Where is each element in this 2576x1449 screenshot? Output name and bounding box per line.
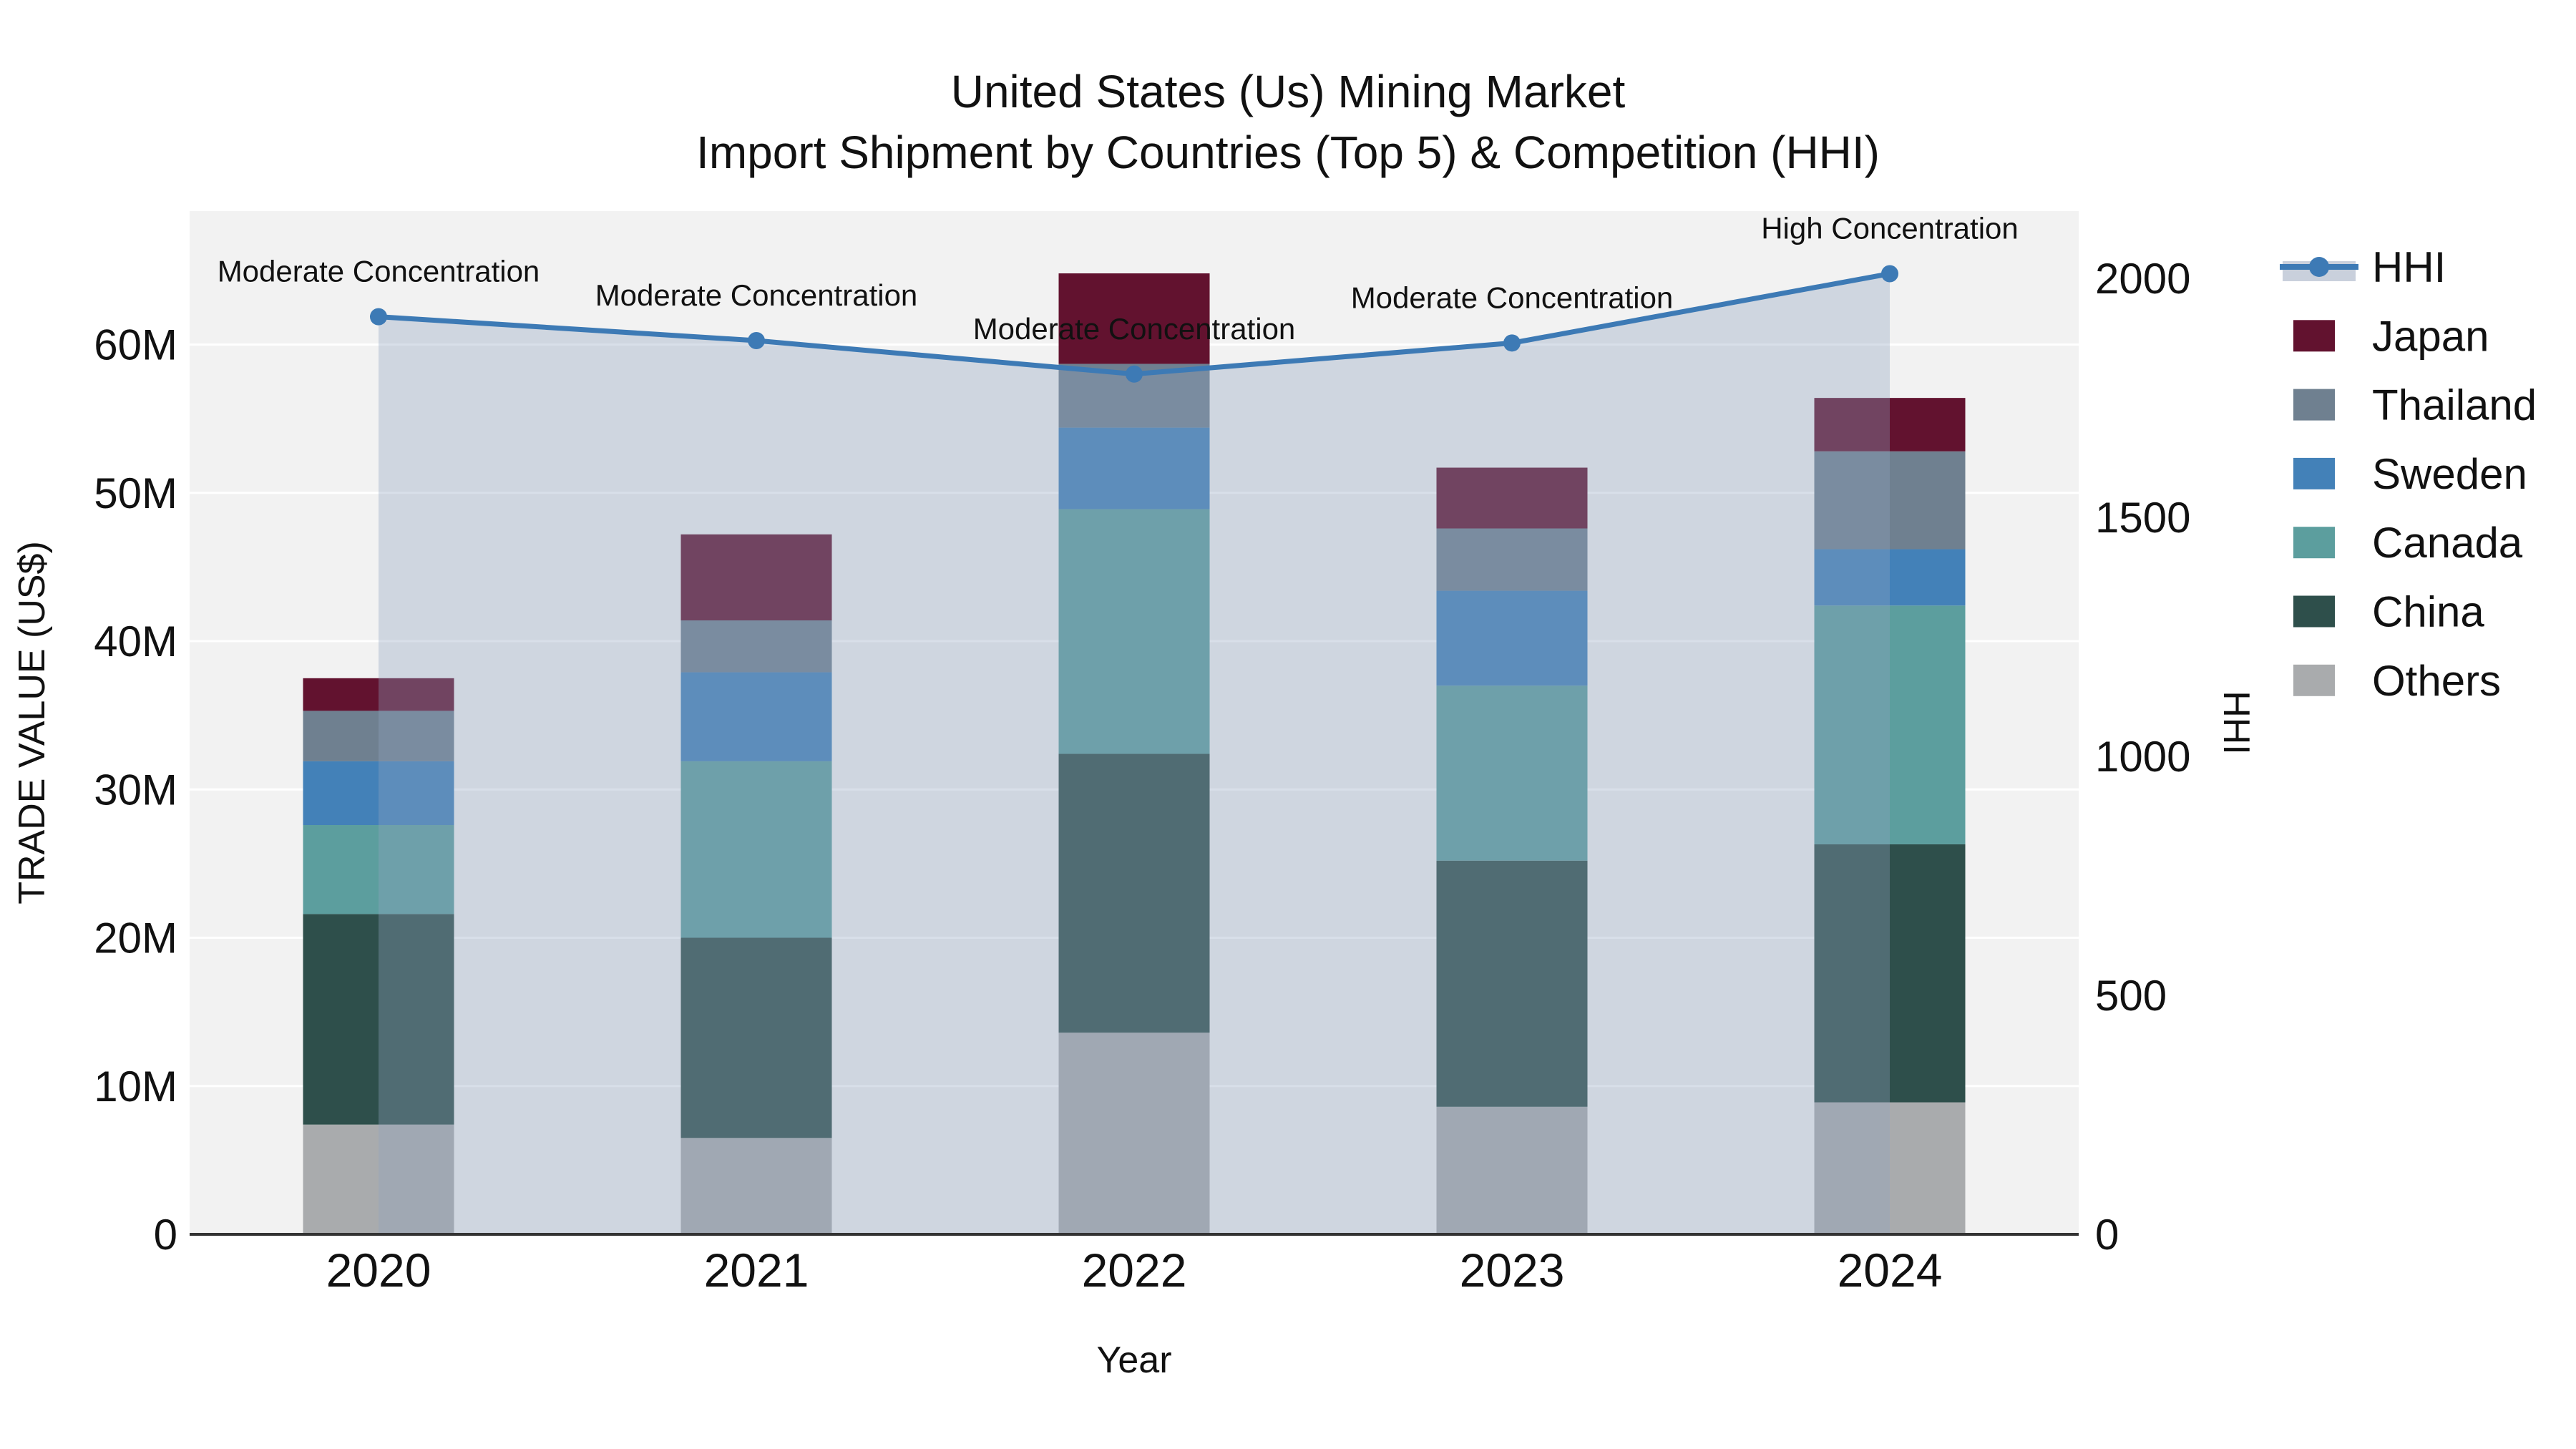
x-axis-title: Year bbox=[1096, 1340, 1171, 1381]
legend-hhi-marker bbox=[2309, 257, 2329, 277]
left-tick-label-40M: 40M bbox=[94, 618, 177, 665]
legend-item-china: China bbox=[2293, 588, 2484, 636]
legend-label-others: Others bbox=[2372, 657, 2501, 705]
legend-swatch-china bbox=[2293, 595, 2335, 628]
legend-label-china: China bbox=[2372, 588, 2484, 636]
bar-segment-thailand-2020 bbox=[303, 711, 454, 761]
bar-segment-china-2022 bbox=[1058, 753, 1210, 1033]
bar-segment-japan-2020 bbox=[303, 678, 454, 711]
bar-segment-others-2023 bbox=[1436, 1106, 1588, 1234]
left-tick-label-50M: 50M bbox=[94, 469, 177, 517]
left-tick-label-0: 0 bbox=[154, 1211, 177, 1259]
chart-title-line1: United States (Us) Mining Market bbox=[951, 66, 1626, 117]
bar-segment-china-2021 bbox=[680, 937, 832, 1138]
left-tick-label-10M: 10M bbox=[94, 1063, 177, 1111]
right-axis-title: HHI bbox=[2215, 691, 2257, 755]
legend-label-japan: Japan bbox=[2372, 312, 2489, 360]
left-axis-title: TRADE VALUE (US$) bbox=[11, 541, 53, 904]
right-tick-label-500: 500 bbox=[2095, 972, 2167, 1020]
right-tick-label-2000: 2000 bbox=[2095, 255, 2190, 303]
right-tick-label-1500: 1500 bbox=[2095, 494, 2190, 542]
legend: HHI Japan Thailand Sweden Canada China Others bbox=[2280, 243, 2537, 705]
legend-swatch-japan bbox=[2293, 320, 2335, 352]
bar-segment-others-2022 bbox=[1058, 1033, 1210, 1234]
bar-segment-others-2024 bbox=[1814, 1102, 1966, 1234]
bar-segment-china-2024 bbox=[1814, 844, 1966, 1103]
hhi-marker-2020 bbox=[370, 308, 387, 326]
hhi-area-fill bbox=[379, 273, 1890, 1235]
left-tick-label-30M: 30M bbox=[94, 766, 177, 814]
annotation-2023: Moderate Concentration bbox=[1351, 280, 1674, 314]
legend-label-thailand: Thailand bbox=[2372, 381, 2537, 429]
bar-segment-china-2023 bbox=[1436, 860, 1588, 1107]
hhi-marker-2022 bbox=[1126, 365, 1143, 383]
bar-segment-canada-2021 bbox=[680, 761, 832, 938]
bar-segment-canada-2020 bbox=[303, 825, 454, 914]
hhi-marker-2023 bbox=[1503, 334, 1521, 352]
annotation-2020: Moderate Concentration bbox=[218, 255, 540, 288]
legend-swatch-others bbox=[2293, 664, 2335, 696]
bar-segment-china-2020 bbox=[303, 914, 454, 1125]
bar-segment-canada-2023 bbox=[1436, 686, 1588, 861]
legend-label-sweden: Sweden bbox=[2372, 450, 2527, 498]
annotation-2024: High Concentration bbox=[1761, 211, 2019, 245]
legend-item-sweden: Sweden bbox=[2293, 450, 2527, 498]
legend-swatch-canada bbox=[2293, 527, 2335, 559]
bar-segment-japan-2024 bbox=[1814, 398, 1966, 452]
bar-segment-others-2021 bbox=[680, 1138, 832, 1234]
legend-item-hhi: HHI bbox=[2280, 243, 2446, 291]
x-tick-label-2020: 2020 bbox=[326, 1244, 431, 1297]
hhi-marker-2024 bbox=[1881, 265, 1898, 283]
bar-segment-others-2020 bbox=[303, 1124, 454, 1234]
bar-segment-japan-2022 bbox=[1058, 273, 1210, 364]
x-tick-label-2023: 2023 bbox=[1460, 1244, 1565, 1297]
x-tick-label-2021: 2021 bbox=[704, 1244, 809, 1297]
left-tick-label-60M: 60M bbox=[94, 321, 177, 369]
chart-title-line2: Import Shipment by Countries (Top 5) & C… bbox=[696, 127, 1880, 178]
legend-item-japan: Japan bbox=[2293, 312, 2489, 360]
x-tick-label-2024: 2024 bbox=[1838, 1244, 1943, 1297]
bar-segment-thailand-2024 bbox=[1814, 451, 1966, 550]
bar-segment-thailand-2021 bbox=[680, 620, 832, 673]
right-tick-label-0: 0 bbox=[2095, 1211, 2119, 1259]
bar-segment-japan-2021 bbox=[680, 534, 832, 620]
legend-swatch-sweden bbox=[2293, 457, 2335, 489]
x-tick-label-2022: 2022 bbox=[1082, 1244, 1187, 1297]
bar-segment-canada-2024 bbox=[1814, 605, 1966, 844]
annotation-2021: Moderate Concentration bbox=[595, 278, 918, 312]
bar-segment-canada-2022 bbox=[1058, 509, 1210, 754]
legend-item-others: Others bbox=[2293, 657, 2501, 705]
bar-segment-japan-2023 bbox=[1436, 467, 1588, 529]
legend-label-hhi: HHI bbox=[2372, 243, 2446, 291]
hhi-marker-2021 bbox=[748, 332, 765, 350]
bar-segment-sweden-2020 bbox=[303, 761, 454, 825]
legend-label-canada: Canada bbox=[2372, 519, 2523, 567]
bar-segment-sweden-2021 bbox=[680, 672, 832, 761]
legend-item-canada: Canada bbox=[2293, 519, 2523, 567]
legend-swatch-thailand bbox=[2293, 389, 2335, 421]
bar-segment-thailand-2023 bbox=[1436, 528, 1588, 591]
right-tick-label-1000: 1000 bbox=[2095, 733, 2190, 781]
annotation-2022: Moderate Concentration bbox=[973, 312, 1296, 346]
bar-segment-sweden-2022 bbox=[1058, 427, 1210, 509]
legend-item-thailand: Thailand bbox=[2293, 381, 2537, 429]
bar-segment-sweden-2023 bbox=[1436, 590, 1588, 686]
bar-segment-sweden-2024 bbox=[1814, 549, 1966, 606]
left-tick-label-20M: 20M bbox=[94, 914, 177, 962]
